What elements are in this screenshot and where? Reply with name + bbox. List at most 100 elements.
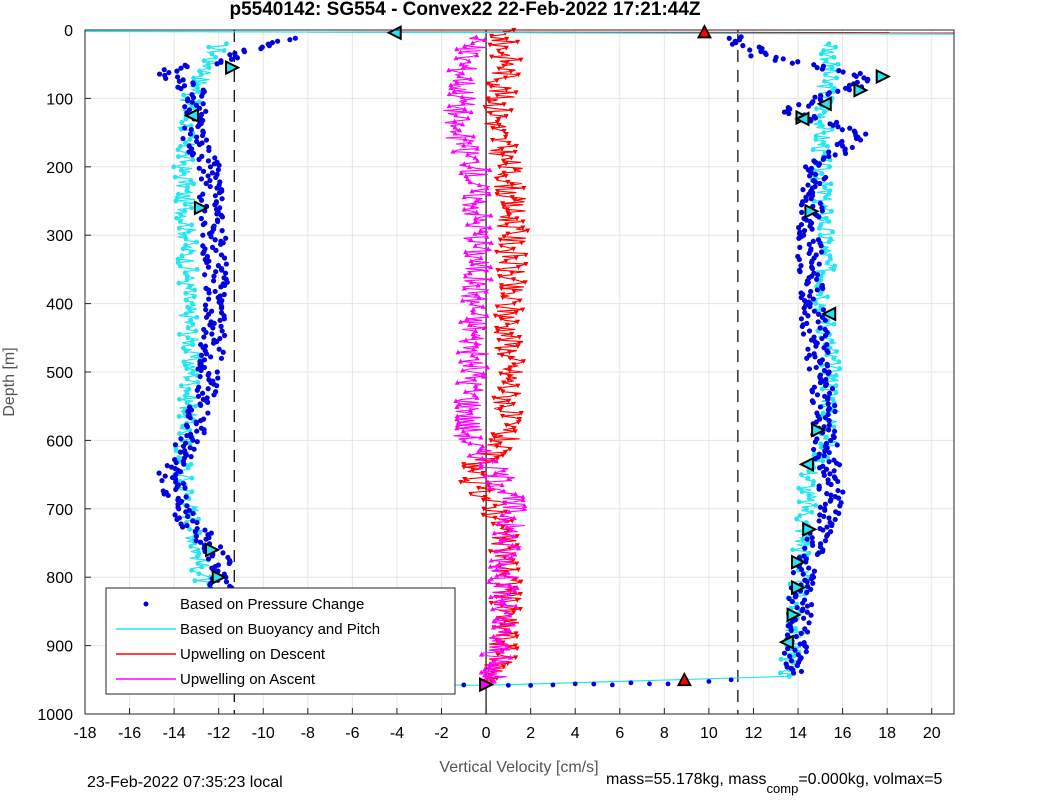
pressure-point [165,492,171,499]
buoyancy-point [183,243,188,248]
pressure-point [816,518,822,524]
buoyancy-point [209,51,215,57]
buoyancy-point [176,225,182,231]
upwelling-ascent-point [474,52,480,58]
upwelling-ascent-point [503,609,509,615]
buoyancy-point [206,44,212,50]
pressure-point [811,568,818,574]
upwelling-ascent-point [505,476,512,482]
upwelling-descent-point [521,186,527,191]
buoyancy-point [189,222,195,228]
upwelling-ascent-point [478,461,484,467]
pressure-point [804,603,811,609]
buoyancy-point [831,424,837,430]
upwelling-descent-point [507,546,513,551]
pressure-point [808,612,814,618]
buoyancy-point [810,147,816,153]
upwelling-ascent-point [499,648,505,654]
pressure-point [207,177,213,184]
pressure-point [815,319,821,325]
upwelling-ascent-point [482,37,488,42]
pressure-point [214,211,220,217]
pressure-point [814,392,821,398]
pressure-point [212,193,218,199]
pressure-point [221,316,227,322]
upwelling-ascent-point [521,503,528,508]
upwelling-ascent-point [509,542,516,548]
pressure-point [812,171,819,177]
pressure-point [810,542,816,548]
buoyancy-point [189,475,195,481]
pressure-point [211,320,217,326]
upwelling-ascent-point [460,428,466,434]
upwelling-ascent-point [446,91,452,97]
pressure-point [205,410,211,416]
pressure-point [824,491,830,497]
upwelling-descent-point [503,132,509,137]
buoyancy-point [178,143,183,149]
pressure-point [801,615,807,621]
buoyancy-point [822,184,828,190]
footer-comp-text: =0.000kg, volmax=5 [798,771,943,788]
upwelling-ascent-point [510,533,516,539]
upwelling-ascent-point [487,485,493,491]
upwelling-descent-point [494,249,500,255]
upwelling-ascent-point [462,43,468,49]
pressure-point [820,307,826,313]
upwelling-ascent-point [464,252,470,258]
pressure-point [826,390,833,396]
upwelling-descent-point [498,283,504,288]
pressure-point [808,288,814,295]
upwelling-descent-point [503,423,510,428]
pressure-point [798,567,805,573]
buoyancy-point [828,82,834,88]
pressure-point [818,243,824,249]
buoyancy-point [813,502,819,508]
upwelling-ascent-point [474,158,481,163]
pressure-point [821,424,827,430]
upwelling-descent-point [523,252,529,258]
buoyancy-point [819,123,825,129]
buoyancy-point [185,335,191,341]
pressure-point [798,294,804,301]
pressure-point [814,551,820,558]
buoyancy-point [822,78,827,84]
upwelling-descent-point [492,515,498,521]
upwelling-descent-point [509,271,515,276]
upwelling-descent-point [513,90,519,96]
upwelling-descent-point [506,350,513,355]
pressure-point [786,110,792,117]
pressure-point [209,553,215,559]
pressure-point [806,366,812,372]
pressure-point [807,293,813,299]
buoyancy-point [193,403,199,409]
pressure-point [196,165,202,171]
marker-triangle [816,96,832,112]
upwelling-descent-point [500,152,506,158]
pressure-point [814,65,820,71]
pressure-point [212,202,218,208]
upwelling-descent-point [503,134,509,140]
x-tick-label: -4 [390,725,404,742]
upwelling-descent-point [501,129,507,134]
upwelling-descent-point [508,108,514,113]
buoyancy-point [806,468,812,474]
pressure-point [798,316,805,322]
pressure-point [214,185,220,191]
upwelling-ascent-point [453,398,459,403]
pressure-point [853,135,860,142]
upwelling-ascent-point [462,389,469,394]
pressure-point [835,487,841,494]
upwelling-ascent-point [472,218,478,224]
upwelling-ascent-point [457,358,464,364]
upwelling-ascent-point [488,264,494,270]
upwelling-ascent-point [511,515,517,520]
upwelling-descent-point [494,176,500,182]
buoyancy-point [174,215,180,221]
upwelling-descent-point [488,600,494,606]
pressure-point [216,346,222,352]
upwelling-descent-point [505,179,511,185]
pressure-point [550,682,556,688]
upwelling-ascent-point [520,494,526,499]
buoyancy-point [826,239,832,245]
